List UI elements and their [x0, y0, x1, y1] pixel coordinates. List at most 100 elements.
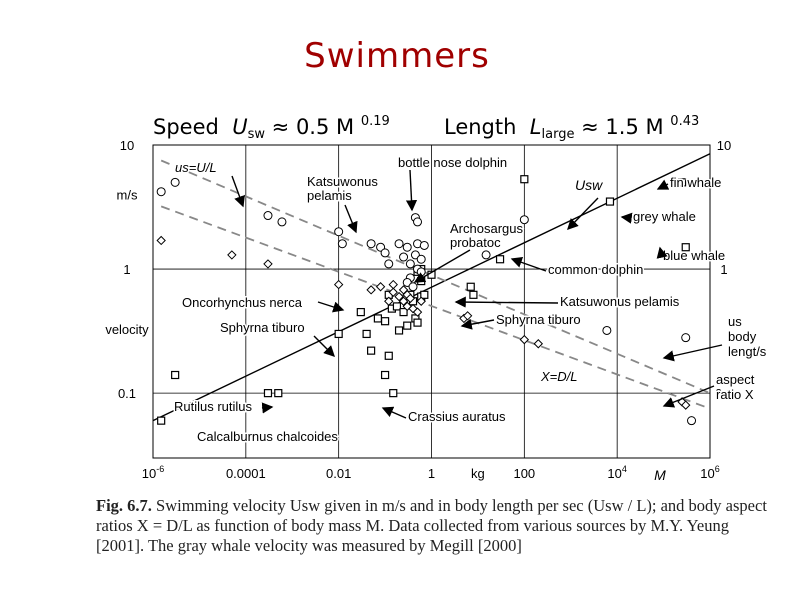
us-point: [334, 227, 344, 237]
x-tick-label: 10-6: [142, 464, 164, 481]
aspect-point: [533, 339, 544, 349]
speed-formula-rest: ≈ 0.5 M: [271, 115, 355, 139]
arrow-aspect: [662, 385, 715, 408]
arrow-common-dolphin: [510, 256, 547, 272]
length-formula-exp: 0.43: [670, 114, 700, 129]
us-point: [408, 282, 418, 292]
annotation-usw-label: Usw: [575, 177, 603, 193]
speed-formula-prefix: Speed: [153, 115, 219, 139]
usw-point: [384, 351, 393, 360]
arrow-rutilus: [261, 402, 274, 414]
usw-point: [380, 370, 390, 380]
length-formula-sub: large: [541, 127, 575, 142]
annotation-aspect-ratio-x: aspect ratio X: [716, 372, 755, 402]
aspect-point: [412, 307, 423, 317]
y-tick-label-right: 0.1: [715, 386, 733, 401]
speed-formula-sub: sw: [247, 127, 265, 142]
aspect-point: [156, 235, 166, 246]
us-point: [416, 267, 426, 277]
aspect-point: [366, 285, 376, 295]
annotation-katsuwonus-pelamis-top: Katsuwonus pelamis: [307, 174, 378, 203]
usw-point: [681, 243, 690, 252]
x-tick-label: kg: [471, 466, 485, 481]
aspect-point: [333, 279, 344, 290]
usw-point: [389, 389, 398, 398]
aspect-point: [519, 334, 530, 345]
arrow-us-body: [662, 344, 723, 362]
arrow-bottle-nose: [405, 169, 418, 212]
usw-point: [469, 290, 478, 299]
us-point: [156, 187, 166, 197]
x-unit-label: M: [654, 467, 666, 483]
fit-line-usw: [152, 153, 711, 422]
x-tick-label: 104: [607, 464, 626, 481]
us-point: [681, 333, 691, 343]
usw-point: [413, 318, 422, 327]
x-tick-label: 0.0001: [226, 466, 266, 481]
length-formula-var: L: [529, 115, 542, 139]
annotation-oncorhynchus-nerca: Oncorhynchus nerca: [182, 295, 303, 310]
annotation-grey-whale: grey whale: [633, 209, 696, 224]
usw-point: [380, 317, 390, 326]
length-formula-prefix: Length: [444, 115, 517, 139]
usw-point: [356, 307, 365, 317]
us-point: [405, 259, 415, 269]
arrow-katsuwonus: [344, 204, 358, 234]
us-point: [419, 240, 429, 250]
usw-point: [394, 326, 404, 335]
us-point: [519, 215, 529, 225]
annotation-archosargus-probatoc: Archosargus probatoc: [450, 221, 523, 250]
annotation-katsuwonus-pelamis-mid: Katsuwonus pelamis: [560, 294, 680, 309]
length-formula: Length Llarge ≈ 1.5 M 0.43: [444, 114, 699, 142]
y-tick-label-left: velocity: [105, 322, 149, 337]
y-tick-label-right: 10: [717, 138, 731, 153]
us-point: [399, 252, 409, 262]
annotation-bottle-nose-dolphin: bottle nose dolphin: [398, 155, 507, 170]
aspect-point: [263, 259, 273, 269]
aspect-point: [227, 250, 237, 260]
fit-line-x: [160, 205, 711, 410]
us-point: [366, 239, 376, 249]
aspect-point: [402, 301, 412, 312]
us-point: [413, 217, 423, 227]
y-tick-label-left: 0.1: [118, 386, 136, 401]
usw-point: [466, 282, 475, 291]
usw-point: [274, 389, 283, 398]
annotation-sphyrna-tiburo-right: Sphyrna tiburo: [496, 312, 581, 327]
aspect-point: [394, 291, 404, 302]
us-point: [602, 325, 612, 335]
usw-point: [520, 175, 529, 184]
us-point: [380, 248, 390, 258]
aspect-point: [384, 296, 394, 306]
y-tick-label-left: m/s: [117, 187, 138, 202]
usw-point: [392, 302, 402, 311]
us-point: [416, 254, 426, 264]
arrow-us: [231, 175, 245, 208]
usw-point: [399, 307, 408, 317]
fit-line-us: [160, 159, 711, 394]
usw-point: [263, 389, 273, 398]
annotation-rutilus-rutilus: Rutilus rutilus: [174, 399, 253, 414]
annotation-sphyrna-tiburo-left: Sphyrna tiburo: [220, 320, 305, 335]
usw-point: [373, 314, 382, 323]
slide-title: Swimmers: [304, 36, 490, 76]
aspect-point: [388, 287, 398, 297]
us-point: [402, 242, 412, 252]
usw-point: [420, 290, 429, 299]
arrow-crassius: [381, 406, 407, 419]
us-point: [481, 250, 491, 260]
arrow-katsuwonus-mid: [454, 296, 559, 308]
x-tick-label: 106: [700, 464, 719, 481]
arrow-fin-whale: [656, 179, 670, 190]
aspect-point: [398, 285, 409, 295]
aspect-point: [681, 400, 691, 410]
usw-point: [605, 197, 615, 206]
aspect-point: [416, 296, 426, 306]
length-formula-rest: ≈ 1.5 M: [581, 115, 664, 139]
aspect-point: [375, 282, 386, 292]
arrow-grey-whale: [620, 212, 633, 224]
usw-point: [677, 178, 687, 187]
arrow-usw: [567, 197, 599, 231]
x-tick-label: 100: [513, 466, 535, 481]
